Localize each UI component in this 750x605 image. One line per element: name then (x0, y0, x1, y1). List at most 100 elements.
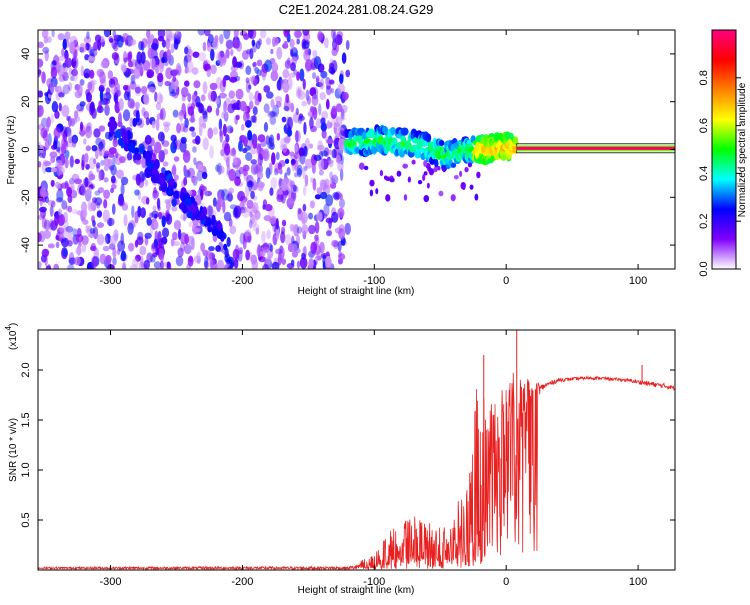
spectrogram-noise-cell (309, 200, 315, 209)
spectrogram-noise-cell (160, 236, 168, 245)
spectrogram-noise-cell (338, 198, 345, 209)
spectrogram-noise-cell (269, 115, 277, 125)
spectrogram-noise-cell (187, 255, 194, 267)
spectrogram-noise-cell (341, 52, 347, 64)
spectrogram-noise-cell (269, 142, 275, 151)
spectrogram-noise-cell (65, 225, 74, 233)
colorbar-frame (711, 29, 737, 270)
spectrogram-noise-cell (135, 110, 140, 123)
spectrogram-noise-cell (281, 116, 287, 123)
spectrogram-noise-cell (186, 60, 194, 74)
spectrogram-y-axis-label: Frequency (Hz) (6, 116, 17, 185)
spectrogram-noise-cell (127, 98, 135, 109)
spectrogram-noise-cell (232, 207, 239, 218)
spectrogram-noise-cell (282, 81, 290, 93)
spectrogram-noise-cell (262, 264, 269, 269)
spectrogram-noise-cell (304, 174, 309, 187)
spectrogram-noise-cell (62, 38, 67, 50)
spectrogram-noise-cell (263, 103, 270, 114)
spectrogram-noise-cell (197, 30, 206, 36)
spectrogram-noise-cell (72, 228, 78, 237)
spectrogram-noise-cell (82, 219, 89, 225)
spectrogram-noise-cell (198, 103, 205, 114)
spectrogram-noise-cell (265, 37, 272, 46)
spectrogram-noise-cell (328, 149, 333, 156)
y-tick-label: 1.5 (20, 412, 32, 427)
spectrogram-noise-cell (165, 67, 173, 80)
spectrogram-signal-cell (420, 147, 426, 154)
spectrogram-noise-cell (73, 110, 79, 119)
spectrogram-noise-cell (221, 188, 229, 201)
spectrogram-noise-cell (134, 86, 142, 94)
spectrogram-noise-cell (159, 108, 164, 120)
spectrogram-noise-cell (167, 32, 175, 39)
spectrogram-noise-cell (66, 230, 73, 242)
spectrogram-noise-cell (151, 242, 158, 250)
spectrogram-noise-cell (313, 154, 322, 162)
spectrogram-noise-cell (149, 224, 154, 236)
spectrogram-noise-cell (270, 48, 274, 55)
spectrogram-noise-cell (71, 58, 77, 66)
spectrogram-noise-cell (178, 109, 184, 117)
spectrogram-noise-cell (107, 152, 115, 158)
spectrogram-noise-cell (210, 259, 218, 269)
spectrogram-noise-cell (300, 211, 308, 224)
spectrogram-noise-cell (38, 41, 44, 49)
spectrogram-noise-cell (46, 120, 50, 132)
spectrogram-noise-cell (229, 127, 234, 134)
spectrogram-trace-cell (135, 153, 142, 161)
spectrogram-noise-cell (286, 197, 295, 209)
spectrogram-noise-cell (308, 257, 314, 269)
spectrogram-noise-cell (71, 136, 77, 148)
spectrogram-noise-cell (117, 240, 126, 252)
spectrogram-trace-cell (195, 208, 200, 221)
spectrogram-noise-cell (51, 101, 59, 113)
spectrogram-noise-cell (53, 127, 61, 139)
spectrogram-noise-cell (335, 34, 343, 46)
spectrogram-noise-cell (161, 215, 166, 228)
spectrogram-noise-cell (79, 78, 85, 86)
spectrogram-noise-cell (144, 232, 152, 239)
spectrogram-noise-cell (263, 121, 269, 133)
spectrogram-noise-cell (337, 240, 342, 252)
x-tick-label: 100 (629, 275, 647, 287)
spectrogram-noise-cell (338, 250, 343, 258)
spectrogram-trace-cell (150, 173, 159, 184)
spectrogram-outlier-cell (433, 166, 438, 173)
spectrogram-noise-cell (232, 156, 238, 166)
spectrogram-noise-cell (247, 129, 253, 141)
spectrogram-noise-cell (140, 86, 148, 95)
spectrogram-noise-cell (93, 128, 101, 138)
spectrogram-noise-cell (265, 167, 271, 179)
spectrogram-noise-cell (263, 85, 271, 93)
spectrogram-noise-cell (284, 59, 291, 70)
spectrogram-noise-cell (77, 183, 85, 195)
spectrogram-noise-cell (267, 141, 271, 149)
spectrogram-noise-cell (84, 176, 89, 188)
spectrogram-noise-cell (292, 185, 297, 192)
spectrogram-noise-cell (156, 197, 161, 210)
spectrogram-noise-cell (170, 43, 175, 54)
spectrogram-noise-cell (294, 172, 299, 178)
spectrogram-noise-cell (249, 100, 254, 110)
spectrogram-noise-cell (329, 171, 334, 180)
spectrogram-noise-cell (89, 228, 96, 234)
spectrogram-noise-cell (228, 90, 236, 99)
spectrogram-noise-cell (291, 250, 298, 258)
spectrogram-noise-cell (311, 162, 316, 174)
spectrogram-noise-cell (107, 70, 114, 80)
spectrogram-noise-cell (230, 148, 237, 157)
spectrogram-noise-cell (285, 59, 291, 68)
spectrogram-noise-cell (159, 253, 165, 263)
spectrogram-noise-cell (225, 258, 232, 264)
spectrogram-noise-cell (53, 263, 60, 269)
spectrogram-noise-cell (159, 260, 164, 269)
snr-frame (37, 329, 676, 571)
snr-plot: -300 -200 -100 0 100 0.5 1.0 1.5 2.0 Height of … (4, 323, 676, 596)
spectrogram-noise-cell (285, 93, 290, 104)
spectrogram-noise-cell (280, 226, 286, 235)
spectrogram-noise-cell (161, 57, 166, 64)
spectrogram-noise-cell (180, 241, 185, 252)
spectrogram-noise-cell (121, 64, 127, 73)
spectrogram-noise-cell (225, 49, 230, 59)
